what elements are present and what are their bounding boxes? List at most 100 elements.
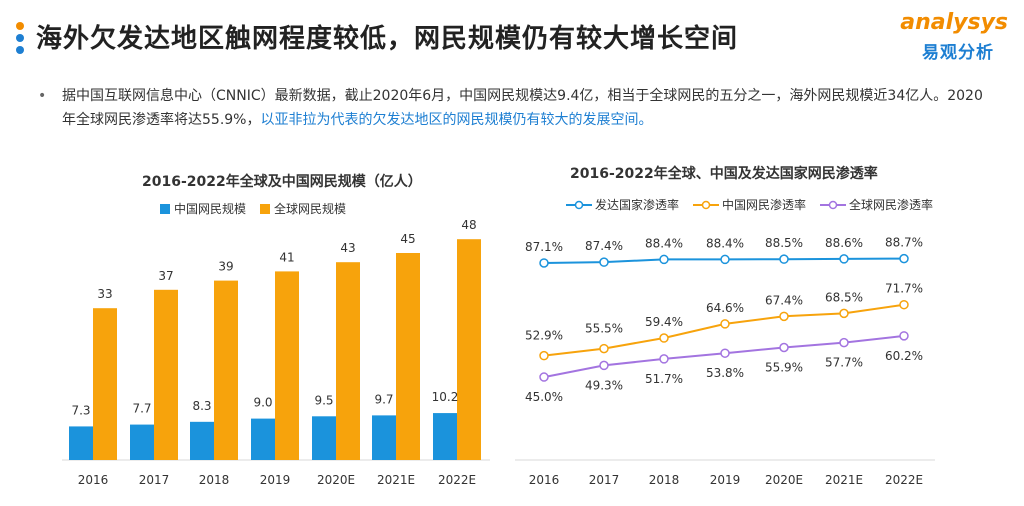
bar-data-label: 33	[97, 287, 112, 301]
bar-global	[457, 239, 481, 460]
bar-global	[275, 271, 299, 460]
bar-data-label: 9.5	[314, 393, 333, 407]
bar-data-label: 39	[218, 260, 233, 274]
line-data-label: 88.5%	[765, 236, 803, 250]
line-data-label: 88.7%	[885, 236, 923, 250]
line-data-label: 59.4%	[645, 315, 683, 329]
legend-item: 中国网民渗透率	[693, 196, 806, 213]
line-point	[899, 253, 909, 264]
line-data-label: 55.9%	[765, 361, 803, 375]
bar-x-tick-label: 2016	[78, 473, 109, 487]
line-point	[779, 342, 789, 353]
line-point	[839, 308, 849, 319]
legend-label: 全球网民规模	[274, 202, 347, 216]
title-dot	[16, 34, 24, 42]
bar-data-label: 7.3	[71, 403, 90, 417]
line-point	[839, 254, 849, 264]
line-data-label: 55.5%	[585, 322, 623, 336]
line-data-label: 67.4%	[765, 293, 803, 307]
bar-data-label: 7.7	[132, 402, 151, 416]
bar-x-tick-label: 2017	[139, 473, 170, 487]
bar-data-label: 9.7	[374, 392, 393, 406]
bar-x-tick-label: 2019	[260, 473, 291, 487]
line-data-label: 52.9%	[525, 329, 563, 343]
bar-data-label: 48	[461, 218, 476, 232]
bar-data-label: 43	[340, 241, 355, 255]
line-chart-title: 2016-2022年全球、中国及发达国家网民渗透率	[570, 166, 878, 182]
line-data-label: 60.2%	[885, 349, 923, 363]
line-point	[659, 333, 669, 343]
logo-text-cn: 易观分析	[922, 43, 994, 63]
title-dots	[16, 22, 26, 58]
summary-text: 据中国互联网信息中心（CNNIC）最新数据，截止2020年6月，中国网民规模达9…	[40, 84, 990, 132]
legend-swatch	[260, 203, 271, 214]
line-data-label: 88.4%	[645, 236, 683, 250]
line-point	[720, 319, 730, 329]
line-data-label: 45.0%	[525, 390, 563, 404]
line-chart-legend: 发达国家渗透率 中国网民渗透率 全球网民渗透率	[566, 196, 947, 213]
bar-x-tick-label: 2021E	[377, 473, 415, 487]
line-x-tick-label: 2022E	[885, 473, 923, 487]
line-point	[599, 257, 609, 267]
bullet-dot-icon: •	[38, 88, 47, 104]
line-x-tick-label: 2018	[649, 473, 680, 487]
line-point	[779, 311, 789, 322]
title-dot	[16, 46, 24, 54]
line-point	[659, 254, 669, 265]
analysys-logo: analysys 易观分析	[888, 10, 1008, 63]
line-data-label: 71.7%	[885, 282, 923, 296]
line-point	[539, 258, 549, 268]
line-point	[779, 254, 789, 264]
bar-data-label: 9.0	[253, 396, 272, 410]
legend-line-marker	[566, 200, 592, 209]
bar-global	[214, 280, 238, 460]
legend-label: 发达国家渗透率	[595, 198, 680, 212]
legend-label: 全球网民渗透率	[849, 198, 934, 212]
bar-data-label: 37	[158, 269, 173, 283]
bar-global	[93, 308, 117, 460]
bar-china	[69, 426, 93, 460]
bar-chart-title: 2016-2022年全球及中国网民规模（亿人）	[142, 174, 422, 190]
bar-global	[336, 262, 360, 460]
legend-line-marker	[820, 200, 847, 209]
line-x-tick-label: 2019	[710, 473, 741, 487]
legend-label: 中国网民渗透率	[722, 198, 807, 212]
bar-china	[312, 416, 336, 460]
legend-item: 全球网民渗透率	[820, 196, 933, 213]
legend-line-marker	[693, 200, 720, 209]
line-x-tick-label: 2020E	[765, 473, 803, 487]
title-dot	[16, 22, 24, 30]
line-point	[659, 354, 669, 364]
bar-chart-legend: 中国网民规模 全球网民规模	[160, 200, 360, 217]
bar-x-tick-label: 2018	[199, 473, 230, 487]
legend-label: 中国网民规模	[174, 202, 247, 216]
line-data-label: 53.8%	[706, 366, 744, 380]
line-point	[539, 372, 549, 382]
line-point	[899, 299, 909, 310]
bar-x-tick-label: 2022E	[438, 473, 476, 487]
summary-highlight: 以亚非拉为代表的欠发达地区的网民规模仍有较大的发展空间。	[260, 112, 653, 128]
line-point	[599, 343, 609, 354]
bar-data-label: 8.3	[192, 399, 211, 413]
legend-item-global: 全球网民规模	[260, 200, 346, 217]
bar-data-label: 45	[400, 232, 415, 246]
bar-data-label: 41	[279, 250, 294, 264]
bar-china	[251, 418, 275, 460]
bar-x-tick-label: 2020E	[317, 473, 355, 487]
bar-china	[130, 424, 154, 460]
line-data-label: 68.5%	[825, 290, 863, 304]
line-x-tick-label: 2017	[589, 473, 620, 487]
line-point	[899, 331, 909, 341]
legend-item-china: 中国网民规模	[160, 200, 246, 217]
page-title: 海外欠发达地区触网程度较低，网民规模仍有较大增长空间	[36, 24, 739, 54]
line-data-label: 57.7%	[825, 356, 863, 370]
line-x-tick-label: 2021E	[825, 473, 863, 487]
line-data-label: 87.4%	[585, 239, 623, 253]
line-point	[839, 337, 849, 348]
line-point	[720, 348, 730, 358]
bar-global	[154, 289, 178, 460]
line-data-label: 88.6%	[825, 236, 863, 250]
line-point	[599, 360, 609, 371]
line-data-label: 88.4%	[706, 236, 744, 250]
